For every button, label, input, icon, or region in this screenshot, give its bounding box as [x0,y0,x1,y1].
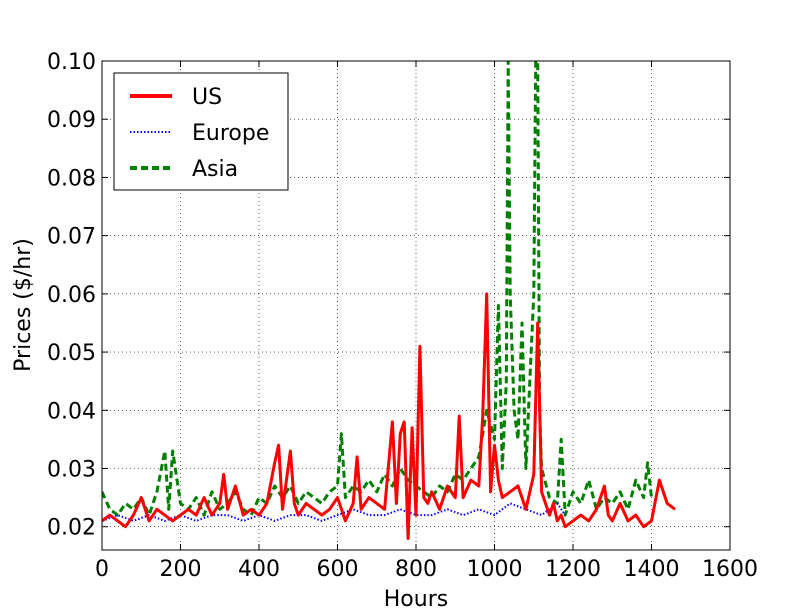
x-axis-label: Hours [384,587,448,612]
x-tick-label: 200 [160,557,202,582]
x-tick-label: 600 [317,557,359,582]
legend-label-europe: Europe [192,121,269,146]
y-tick-label: 0.07 [47,225,96,250]
legend-label-us: US [192,85,222,110]
y-tick-label: 0.03 [47,458,96,483]
y-tick-label: 0.09 [47,108,96,133]
x-tick-label: 1200 [545,557,601,582]
grid [102,61,730,550]
y-tick-label: 0.10 [47,50,96,75]
x-tick-label: 1000 [467,557,523,582]
legend-box [113,72,289,191]
legend-label-asia: Asia [192,157,238,182]
x-tick-label: 0 [95,557,109,582]
series-line-asia [102,61,653,517]
x-tick-label: 1400 [624,557,680,582]
legend: US Europe Asia [113,72,289,191]
y-axis-label: Prices ($/hr) [11,238,36,372]
ticks: 0 200 400 600 800 1000 1200 1400 1600 0.02 0.03 0.0… [47,50,758,582]
y-tick-label: 0.02 [47,516,96,541]
series-layer [102,61,676,540]
series-line-europe [102,502,567,522]
x-tick-label: 1600 [702,557,758,582]
y-tick-label: 0.08 [47,166,96,191]
x-tick-label: 400 [238,557,280,582]
y-tick-label: 0.04 [47,399,96,424]
y-tick-label: 0.06 [47,283,96,308]
y-tick-label: 0.05 [47,341,96,366]
series-line-us [102,292,676,540]
x-tick-label: 800 [395,557,437,582]
